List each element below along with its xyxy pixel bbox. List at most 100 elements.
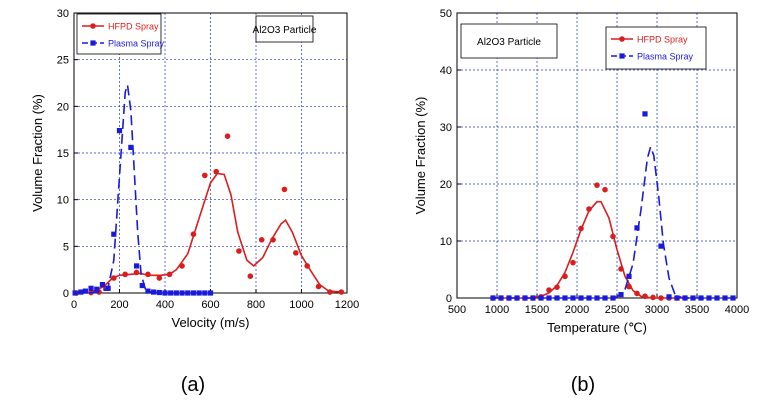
data-point	[522, 295, 528, 301]
y-tick-label: 20	[440, 179, 452, 191]
x-tick-label: 1000	[289, 299, 313, 311]
data-point	[166, 271, 173, 278]
grid	[74, 13, 347, 293]
x-tick-label: 3500	[685, 304, 709, 316]
y-tick-label: 0	[446, 293, 452, 305]
data-point	[626, 273, 632, 279]
x-tick-label: 1000	[485, 304, 509, 316]
data-point	[185, 290, 191, 296]
data-point	[634, 290, 640, 297]
data-point	[196, 290, 202, 296]
data-point	[162, 290, 168, 296]
x-tick-label: 0	[71, 299, 77, 311]
data-point	[190, 231, 197, 237]
data-point	[315, 283, 322, 290]
x-axis-label: Velocity (m/s)	[171, 315, 249, 330]
data-point	[634, 225, 640, 231]
y-axis-label: Volume Fraction (%)	[30, 94, 45, 212]
y-tick-label: 0	[63, 288, 69, 300]
data-point	[666, 294, 672, 300]
data-point	[618, 291, 624, 298]
annotation-box	[255, 15, 314, 43]
data-point	[610, 295, 616, 301]
data-point	[722, 295, 728, 301]
data-point	[145, 271, 151, 278]
data-point	[610, 233, 616, 240]
data-point	[674, 295, 680, 301]
data-point	[116, 128, 123, 134]
data-point	[94, 286, 100, 292]
data-point	[224, 133, 231, 139]
x-tick-label: 1500	[525, 304, 549, 316]
data-point	[139, 282, 145, 289]
data-point	[658, 295, 664, 301]
y-tick-label: 40	[440, 65, 452, 77]
series-plasma	[72, 84, 214, 296]
legend-label: HFPD Spray	[637, 35, 688, 45]
chart-panel-b: 500 1000 1500 2000 2500 3000 3500 4000 0 10 20 30 40…	[413, 8, 749, 396]
data-point	[270, 237, 276, 243]
data-point	[304, 263, 310, 269]
data-point	[133, 269, 140, 276]
chart-panel-a: 0 200 400 600 800 1000 1200 0 5 10 15 20 25 30 Velocit…	[30, 8, 359, 396]
legend-marker	[90, 23, 96, 29]
data-point	[650, 294, 656, 301]
data-point	[213, 168, 219, 175]
y-tick-label: 15	[57, 148, 69, 160]
data-point	[698, 295, 704, 301]
data-point	[546, 295, 552, 301]
data-point	[338, 289, 345, 295]
data-point	[202, 290, 208, 296]
x-tick-label: 800	[247, 299, 265, 311]
data-point	[105, 285, 111, 291]
legend-marker	[619, 36, 625, 42]
data-point	[642, 293, 648, 300]
data-point	[111, 275, 117, 281]
panel-label: (b)	[571, 374, 595, 396]
data-point	[190, 290, 197, 296]
data-point	[690, 295, 696, 301]
annotation-text: Al2O3 Particle	[477, 37, 541, 48]
data-point	[562, 273, 568, 280]
panel-label: (a)	[181, 374, 205, 396]
data-point	[168, 290, 174, 296]
data-point	[562, 295, 568, 301]
x-tick-label: 2000	[565, 304, 589, 316]
annotation-box	[460, 23, 558, 59]
data-point	[122, 271, 128, 278]
data-point	[578, 295, 584, 301]
series-line	[74, 84, 211, 294]
legend-box	[76, 13, 162, 55]
data-point	[570, 295, 576, 301]
data-point	[258, 237, 265, 243]
y-tick-label: 20	[57, 101, 69, 113]
x-tick-label: 600	[201, 299, 219, 311]
data-point	[156, 275, 163, 281]
legend: HFPD Spray Plasma Spray	[76, 13, 165, 55]
data-point	[594, 295, 600, 301]
data-point	[327, 289, 333, 295]
data-point	[506, 295, 512, 301]
y-tick-label: 50	[440, 8, 452, 20]
data-point	[578, 225, 584, 232]
data-point	[514, 295, 520, 301]
data-point	[99, 282, 106, 288]
legend-marker	[619, 53, 625, 59]
legend-marker	[90, 40, 96, 46]
data-point	[546, 287, 552, 293]
data-point	[82, 288, 88, 294]
data-point	[586, 206, 592, 212]
data-point	[179, 290, 185, 296]
legend: HFPD Spray Plasma Spray	[605, 26, 707, 70]
data-point	[133, 263, 140, 269]
data-point	[594, 182, 600, 188]
data-point	[145, 288, 151, 294]
data-point	[706, 295, 712, 301]
x-tick-label: 4000	[725, 304, 749, 316]
data-point	[293, 250, 299, 256]
y-tick-label: 10	[57, 195, 69, 207]
data-point	[490, 295, 496, 301]
x-tick-label: 1200	[335, 299, 359, 311]
x-tick-label: 400	[156, 299, 174, 311]
